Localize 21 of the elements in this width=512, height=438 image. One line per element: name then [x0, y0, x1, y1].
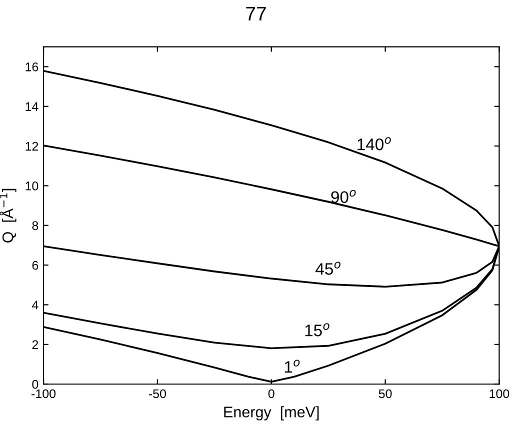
- y-tick-label: 16: [26, 62, 38, 72]
- series-label: 140$^{o}$: [358, 137, 391, 150]
- x-tick-label: -100: [32, 389, 56, 398]
- x-tick-label: 100: [490, 389, 510, 398]
- y-tick-label: 10: [26, 182, 38, 190]
- x-tick-label: 50: [378, 389, 392, 398]
- y-tick-label: 6: [32, 260, 38, 270]
- y-tick-label: 12: [26, 142, 38, 151]
- x-tick-label: -50: [148, 389, 166, 398]
- series-label: 45$^{o}$: [316, 262, 340, 275]
- x-axis-title: Energy [meV]: [224, 406, 319, 420]
- y-tick-label: 0: [32, 380, 38, 389]
- series-label: 1$^{o}$: [284, 360, 300, 373]
- y-tick-label: 4: [32, 300, 38, 310]
- y-tick-label: 8: [32, 221, 38, 230]
- text: 77: [246, 6, 266, 20]
- y-tick-label: 14: [26, 102, 38, 111]
- series-label: 90$^{o}$: [331, 190, 356, 204]
- y-tick-label: 2: [32, 340, 38, 349]
- x-tick-label: 0: [268, 389, 274, 398]
- series-label: 15$^{o}$: [305, 323, 330, 336]
